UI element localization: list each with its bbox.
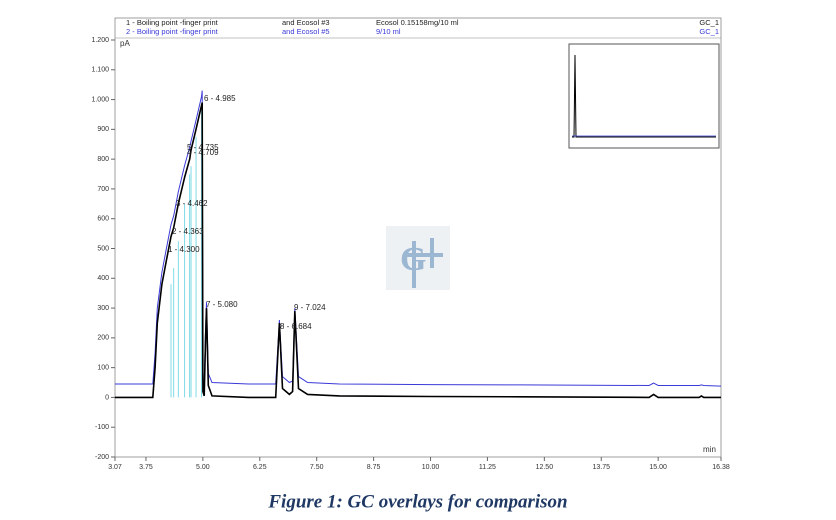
x-tick-label: 7.50	[310, 464, 324, 471]
header-text: GC_1	[699, 27, 719, 36]
x-tick-label: 3.07	[108, 464, 122, 471]
plot-frame	[114, 17, 722, 458]
y-tick-label: 1.000	[91, 96, 109, 103]
y-tick-label: 500	[97, 245, 109, 252]
y-tick-label: 700	[97, 186, 109, 193]
header-text: 9/10 ml	[376, 27, 401, 36]
y-tick-label: 600	[97, 216, 109, 223]
header-text: and Ecosol #3	[282, 18, 330, 27]
y-axis-label: pA	[120, 39, 130, 48]
y-tick-label: 900	[97, 126, 109, 133]
inset	[568, 43, 720, 149]
x-tick-label: 3.75	[139, 464, 153, 471]
y-tick-label: 300	[97, 305, 109, 312]
x-tick-label: 10.00	[422, 464, 440, 471]
y-tick-label: 1.200	[91, 37, 109, 44]
x-tick-label: 16.38	[712, 464, 730, 471]
y-tick-label: 100	[97, 364, 109, 371]
peak-label: 5 - 4.735	[187, 143, 219, 152]
y-tick-label: 1.100	[91, 67, 109, 74]
header-text: GC_1	[699, 18, 719, 27]
peak-label: 3 - 4.462	[176, 199, 208, 208]
x-tick-label: 12.50	[536, 464, 554, 471]
x-tick-label: 15.00	[649, 464, 667, 471]
x-tick-label: 6.25	[253, 464, 267, 471]
peak-label: 8 - 6.684	[280, 322, 312, 331]
peak-label: 4 - 4.709	[187, 148, 219, 157]
series-line	[115, 102, 721, 399]
y-tick-label: 800	[97, 156, 109, 163]
header-text: Ecosol 0.15158mg/10 ml	[376, 18, 459, 27]
series-line	[115, 90, 722, 387]
peak-label: 9 - 7.024	[294, 303, 326, 312]
peak-label: 6 - 4.985	[204, 94, 236, 103]
logo: G	[386, 226, 450, 290]
peak-label: 1 - 4.300	[168, 245, 200, 254]
x-axis-label: min	[703, 445, 716, 454]
peak-label: 7 - 5.080	[206, 300, 238, 309]
header-text: 1 - Boiling point -finger print	[126, 18, 219, 27]
header-text: 2 - Boiling point -finger print	[126, 27, 219, 36]
y-tick-label: 0	[105, 394, 109, 401]
y-tick-label: 200	[97, 335, 109, 342]
header-text: and Ecosol #5	[282, 27, 330, 36]
inset-trace	[572, 54, 716, 138]
x-tick-label: 13.75	[592, 464, 610, 471]
y-tick-label: -100	[95, 424, 109, 431]
peak-label: 2 - 4.363	[172, 227, 204, 236]
caption: Figure 1: GC overlays for comparison	[267, 491, 567, 512]
y-tick-label: 400	[97, 275, 109, 282]
y-tick-label: -200	[95, 454, 109, 461]
x-tick-label: 5.00	[196, 464, 210, 471]
x-tick-label: 8.75	[367, 464, 381, 471]
x-tick-label: 11.25	[479, 464, 496, 471]
